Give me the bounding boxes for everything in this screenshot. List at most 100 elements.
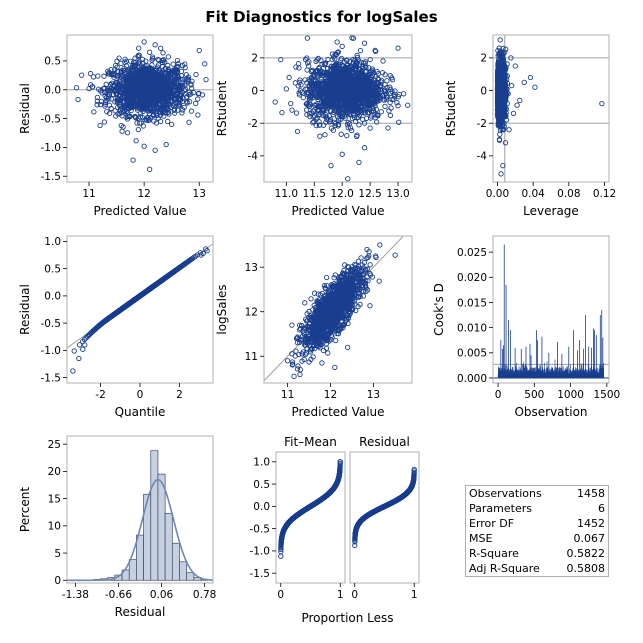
outlier-point — [141, 39, 147, 45]
data-point — [166, 76, 172, 82]
outlier-point — [384, 78, 390, 84]
outlier-point — [395, 45, 401, 51]
data-point — [347, 71, 354, 77]
data-point — [334, 89, 340, 95]
data-point — [147, 75, 154, 81]
data-point — [351, 74, 357, 80]
data-point — [375, 87, 381, 94]
data-point — [369, 73, 376, 79]
data-point — [123, 74, 129, 81]
data-point — [297, 77, 303, 83]
data-point — [134, 120, 140, 126]
data-point — [344, 105, 350, 111]
data-point — [199, 92, 206, 98]
data-point — [115, 111, 121, 117]
outlier-point — [185, 78, 191, 84]
data-point — [107, 81, 114, 88]
data-point — [172, 110, 178, 116]
data-point — [353, 104, 359, 110]
data-point — [307, 94, 313, 100]
data-point — [367, 56, 373, 63]
data-point — [116, 96, 122, 102]
data-point — [293, 110, 300, 116]
outlier-point — [113, 80, 120, 86]
data-point — [129, 98, 135, 104]
data-point — [87, 70, 94, 77]
data-point — [101, 119, 108, 125]
data-point — [387, 112, 394, 119]
data-point — [334, 39, 340, 45]
data-point — [181, 104, 187, 111]
data-point — [347, 58, 353, 64]
data-point — [318, 100, 324, 106]
data-point — [138, 70, 145, 76]
data-point — [175, 103, 182, 109]
data-point — [279, 109, 285, 116]
outlier-point — [146, 166, 153, 172]
data-point — [165, 68, 171, 74]
data-point — [329, 56, 335, 63]
data-point — [304, 100, 310, 106]
data-point — [181, 87, 188, 94]
data-point — [137, 114, 143, 120]
data-point — [334, 97, 341, 104]
data-point — [319, 61, 325, 67]
outlier-point — [506, 127, 512, 133]
data-point — [370, 69, 377, 75]
outlier-point — [322, 114, 329, 120]
data-point — [175, 100, 181, 106]
data-point — [113, 86, 119, 93]
outlier-point — [130, 84, 136, 90]
outlier-point — [367, 125, 373, 131]
data-point — [174, 58, 181, 64]
data-point — [370, 105, 376, 112]
data-point — [120, 77, 127, 83]
outlier-point — [500, 163, 506, 169]
data-point — [498, 120, 504, 127]
data-point — [181, 82, 187, 88]
data-point — [328, 63, 335, 69]
data-point — [324, 116, 330, 123]
data-point — [335, 49, 341, 55]
data-point — [322, 95, 328, 101]
data-point — [375, 75, 381, 82]
data-point — [503, 46, 509, 52]
y-axis-label: Residual — [18, 83, 32, 134]
outlier-point — [152, 42, 158, 48]
data-point — [497, 62, 504, 68]
data-point — [121, 65, 127, 71]
data-point — [136, 120, 143, 126]
data-point — [141, 91, 148, 97]
data-point — [500, 79, 506, 86]
data-point — [496, 109, 502, 115]
outlier-point — [135, 98, 142, 104]
data-point — [152, 101, 159, 107]
data-point — [145, 100, 152, 106]
data-point — [132, 63, 139, 69]
data-point — [128, 107, 134, 114]
y-tick-label: 0 — [480, 85, 487, 97]
data-point — [347, 104, 353, 110]
x-tick-label: 13 — [193, 188, 206, 200]
data-point — [195, 96, 201, 102]
data-point — [387, 99, 393, 106]
data-point — [289, 107, 295, 113]
data-point — [136, 59, 142, 65]
data-point — [372, 115, 379, 121]
data-point — [179, 79, 186, 85]
data-point — [327, 88, 333, 94]
data-point — [356, 84, 363, 90]
data-point — [395, 94, 402, 100]
data-point — [359, 72, 365, 78]
outlier-point — [294, 128, 301, 135]
outlier-point — [505, 91, 511, 97]
outlier-point — [158, 118, 164, 125]
data-point — [296, 65, 302, 71]
outlier-point — [378, 109, 384, 115]
data-point — [319, 80, 326, 87]
x-tick-label: 12.5 — [358, 188, 381, 200]
data-point — [340, 85, 346, 91]
data-point — [313, 101, 319, 107]
data-point — [180, 76, 186, 83]
data-point — [326, 79, 332, 85]
